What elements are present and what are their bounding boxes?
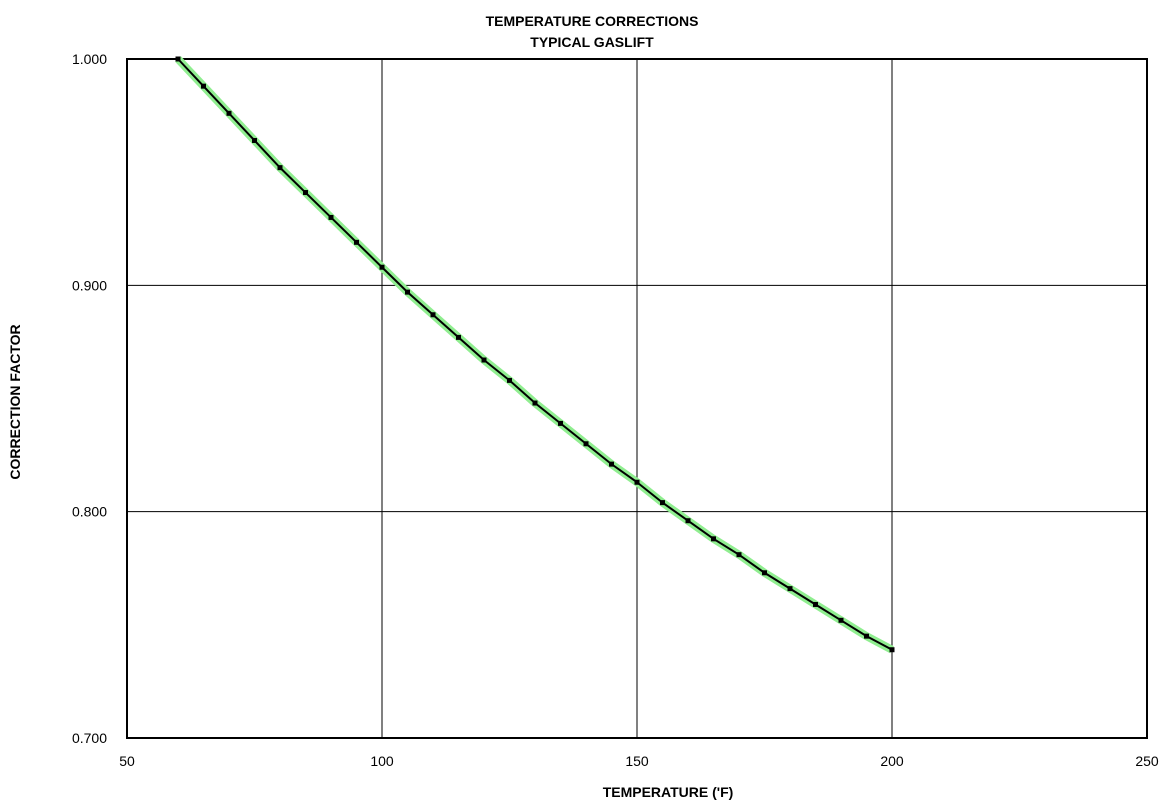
marker — [456, 334, 461, 340]
marker — [252, 137, 257, 143]
y-tick-label: 0.800 — [72, 504, 107, 520]
marker — [405, 289, 410, 295]
marker — [175, 56, 181, 62]
marker — [532, 400, 538, 406]
y-axis-label: CORRECTION FACTOR — [7, 324, 23, 479]
marker — [711, 536, 716, 542]
marker — [787, 586, 793, 592]
marker — [430, 312, 436, 318]
x-tick-label: 150 — [625, 753, 649, 769]
marker — [660, 500, 665, 506]
marker — [889, 647, 895, 653]
marker — [583, 441, 589, 447]
marker — [558, 420, 563, 426]
x-axis-label: TEMPERATURE ('F) — [603, 784, 734, 800]
x-tick-label: 250 — [1135, 753, 1159, 769]
marker — [379, 264, 385, 270]
x-tick-label: 100 — [370, 753, 394, 769]
marker — [226, 110, 232, 116]
marker — [762, 570, 767, 576]
y-tick-label: 0.700 — [72, 730, 107, 746]
marker — [354, 239, 359, 245]
marker — [303, 190, 308, 196]
marker — [813, 601, 818, 607]
marker — [609, 461, 614, 467]
marker — [507, 377, 512, 383]
chart-title: TEMPERATURE CORRECTIONS — [486, 13, 699, 29]
marker — [277, 165, 283, 171]
marker — [328, 214, 334, 220]
y-tick-label: 0.900 — [72, 277, 107, 293]
marker — [201, 83, 206, 89]
plot-frame — [126, 58, 1148, 739]
marker — [838, 617, 844, 623]
x-tick-label: 200 — [880, 753, 904, 769]
marker — [634, 479, 640, 485]
marker — [864, 633, 869, 639]
marker — [685, 518, 691, 524]
y-tick-label: 1.000 — [72, 51, 107, 67]
x-tick-label: 50 — [119, 753, 135, 769]
marker — [481, 357, 487, 363]
marker — [736, 552, 742, 558]
chart-subtitle: TYPICAL GASLIFT — [530, 34, 654, 50]
